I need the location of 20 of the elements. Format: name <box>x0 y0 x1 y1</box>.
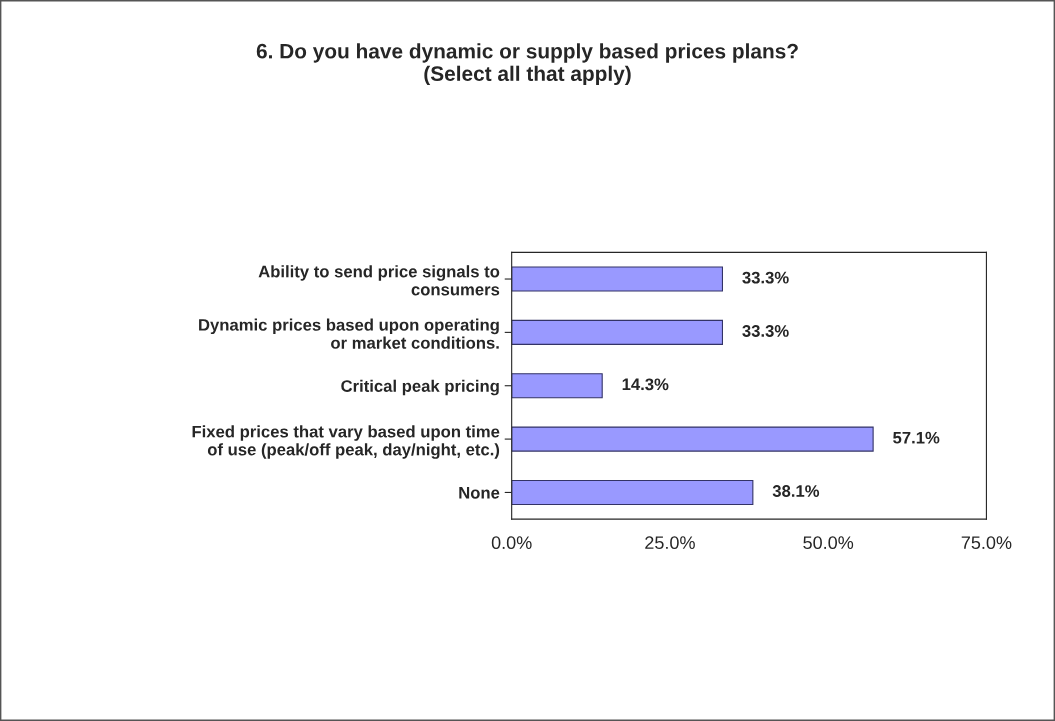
data-label: 38.1% <box>772 485 820 497</box>
x-tick-label: 0.0% <box>491 536 532 550</box>
bar <box>511 479 754 506</box>
data-label: 33.3% <box>742 271 789 284</box>
x-tick-label: 50.0% <box>803 536 854 550</box>
data-label: 33.3% <box>742 325 789 337</box>
bar <box>511 319 724 345</box>
x-tick-label: 75.0% <box>961 536 1012 550</box>
bar <box>511 266 724 292</box>
y-tick-label: Ability to send price signals to consumers <box>258 265 500 296</box>
bar <box>511 373 603 399</box>
y-tick-label: Fixed prices that vary based upon time of use (peak/off peak, day/night, etc.) <box>192 425 500 459</box>
y-tick-label: None <box>459 487 500 499</box>
data-label: 57.1% <box>893 431 940 444</box>
bar <box>511 426 874 452</box>
chart-title: 6. Do you have dynamic or supply based prices plans? (Select all that apply) <box>256 43 798 86</box>
data-label: 14.3% <box>622 378 669 391</box>
y-tick-label: Dynamic prices based upon operating or market conditions. <box>199 318 499 349</box>
y-tick-label: Critical peak pricing <box>341 379 499 396</box>
x-tick-label: 25.0% <box>645 536 695 550</box>
